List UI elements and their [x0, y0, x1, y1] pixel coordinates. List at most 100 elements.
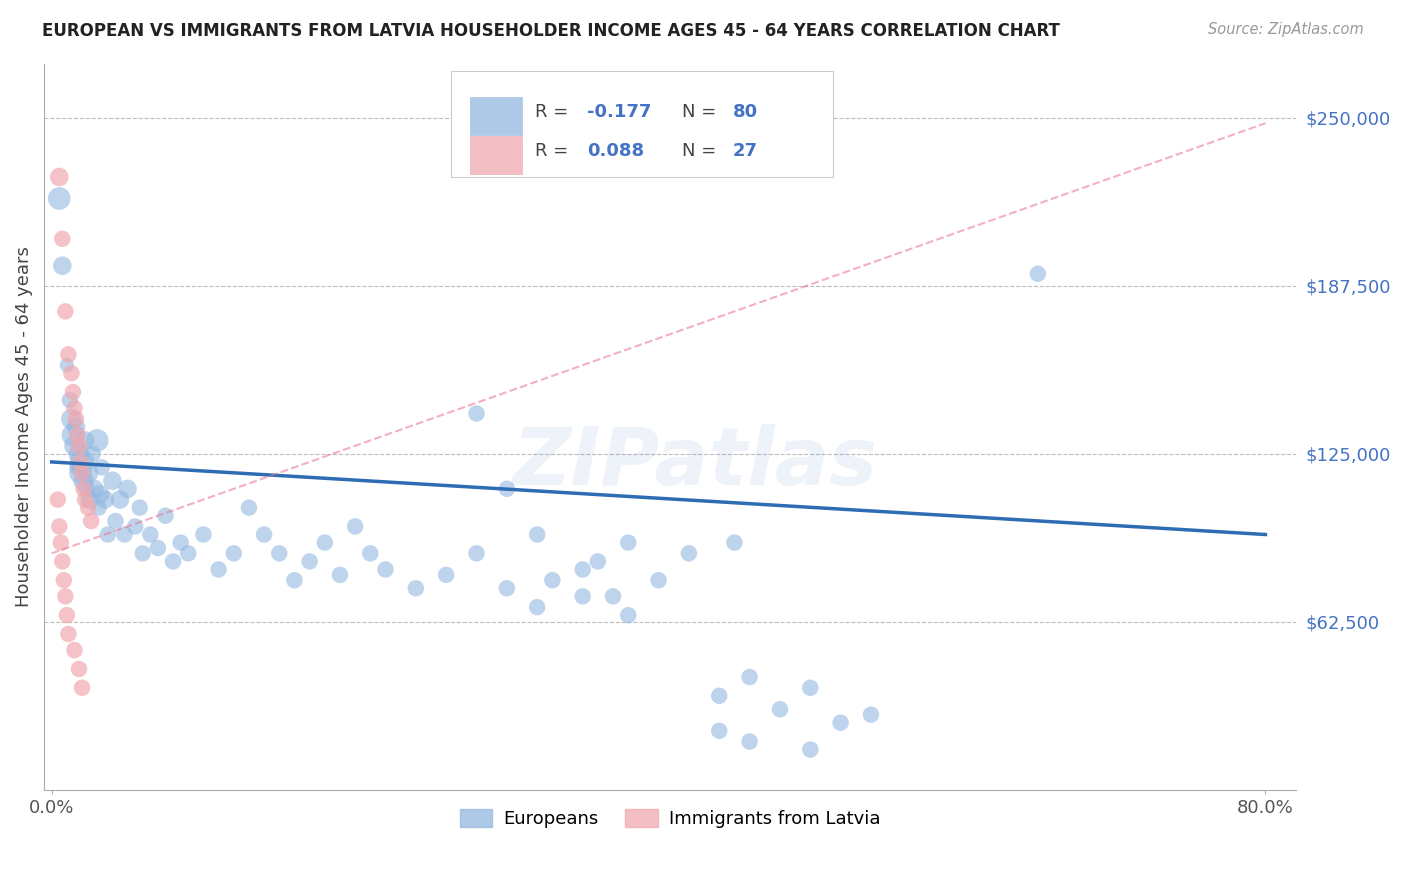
- FancyBboxPatch shape: [470, 136, 522, 174]
- Point: [67, 447, 90, 461]
- Point: [117, 482, 139, 496]
- Point: [70, 681, 93, 695]
- Point: [65, 412, 87, 426]
- Point: [53, 590, 76, 604]
- Point: [647, 573, 669, 587]
- Point: [62, 428, 84, 442]
- Point: [89, 487, 111, 501]
- Point: [83, 482, 105, 496]
- Point: [830, 715, 852, 730]
- Point: [51, 232, 73, 246]
- Point: [52, 573, 75, 587]
- Point: [72, 482, 94, 496]
- Point: [114, 527, 136, 541]
- Point: [859, 707, 882, 722]
- Point: [79, 492, 101, 507]
- Point: [344, 519, 367, 533]
- Point: [253, 527, 276, 541]
- Point: [87, 500, 110, 515]
- Point: [80, 514, 103, 528]
- Text: R =: R =: [534, 103, 574, 121]
- Point: [169, 535, 191, 549]
- Text: N =: N =: [682, 103, 723, 121]
- Text: 27: 27: [733, 143, 758, 161]
- Text: 0.088: 0.088: [588, 143, 644, 161]
- Point: [526, 600, 548, 615]
- Text: ZIPatlas: ZIPatlas: [512, 425, 877, 502]
- Point: [799, 742, 821, 756]
- Point: [617, 535, 640, 549]
- Point: [67, 662, 90, 676]
- Point: [434, 567, 457, 582]
- Point: [56, 608, 79, 623]
- Point: [104, 514, 127, 528]
- Point: [72, 474, 94, 488]
- Point: [162, 554, 184, 568]
- Point: [177, 546, 200, 560]
- FancyBboxPatch shape: [451, 71, 832, 177]
- Point: [51, 554, 73, 568]
- Point: [155, 508, 177, 523]
- Point: [571, 562, 593, 576]
- Text: N =: N =: [682, 143, 723, 161]
- Point: [76, 482, 98, 496]
- Point: [738, 734, 761, 748]
- Point: [374, 562, 396, 576]
- Point: [63, 643, 86, 657]
- Point: [58, 627, 80, 641]
- Point: [193, 527, 215, 541]
- Y-axis label: Householder Income Ages 45 - 64 years: Householder Income Ages 45 - 64 years: [15, 246, 32, 607]
- Text: Source: ZipAtlas.com: Source: ZipAtlas.com: [1208, 22, 1364, 37]
- Point: [139, 527, 162, 541]
- Point: [97, 527, 120, 541]
- Point: [222, 546, 245, 560]
- Point: [359, 546, 381, 560]
- Point: [465, 546, 488, 560]
- Point: [283, 573, 305, 587]
- Point: [77, 500, 100, 515]
- Point: [51, 259, 73, 273]
- Point: [70, 455, 93, 469]
- Point: [59, 393, 82, 408]
- Point: [69, 455, 91, 469]
- Point: [1026, 267, 1049, 281]
- Point: [65, 420, 87, 434]
- Point: [495, 482, 517, 496]
- Point: [269, 546, 291, 560]
- Point: [56, 358, 79, 372]
- Point: [723, 535, 745, 549]
- Point: [298, 554, 321, 568]
- Point: [60, 366, 83, 380]
- Point: [617, 608, 640, 623]
- Point: [586, 554, 609, 568]
- Point: [62, 385, 84, 400]
- Point: [60, 412, 83, 426]
- Point: [101, 474, 124, 488]
- Point: [799, 681, 821, 695]
- Point: [405, 582, 427, 596]
- Point: [132, 546, 155, 560]
- Point: [769, 702, 792, 716]
- Point: [738, 670, 761, 684]
- Point: [46, 492, 69, 507]
- Point: [678, 546, 700, 560]
- Point: [495, 582, 517, 596]
- Point: [90, 460, 112, 475]
- Point: [48, 192, 70, 206]
- Point: [53, 304, 76, 318]
- Point: [526, 527, 548, 541]
- Point: [207, 562, 229, 576]
- Point: [238, 500, 260, 515]
- Legend: Europeans, Immigrants from Latvia: Europeans, Immigrants from Latvia: [453, 802, 887, 835]
- Point: [314, 535, 336, 549]
- Point: [58, 347, 80, 361]
- Point: [128, 500, 150, 515]
- Point: [49, 535, 72, 549]
- Point: [465, 407, 488, 421]
- Point: [66, 428, 89, 442]
- Point: [63, 439, 86, 453]
- Point: [63, 401, 86, 416]
- Point: [124, 519, 146, 533]
- Point: [70, 466, 93, 480]
- Point: [108, 492, 131, 507]
